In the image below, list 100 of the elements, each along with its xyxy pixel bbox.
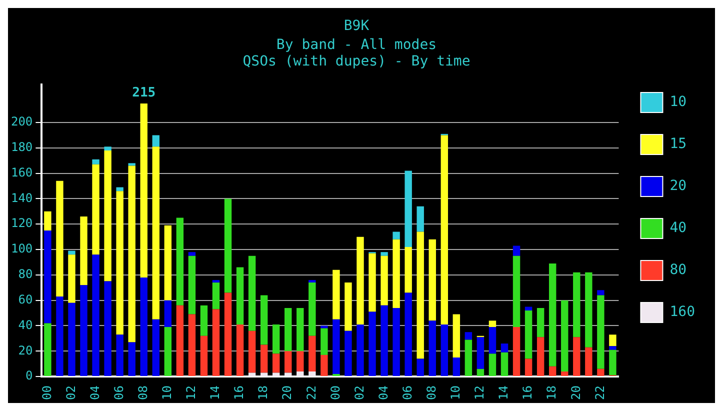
- legend-label: 80: [670, 262, 687, 278]
- bar: [260, 372, 268, 376]
- bar: [128, 166, 136, 342]
- bar: [116, 187, 124, 192]
- bar: [272, 354, 280, 373]
- bar: [416, 232, 424, 359]
- bar: [573, 272, 580, 338]
- bar: [44, 211, 52, 230]
- bar: [524, 306, 532, 310]
- legend-label: 20: [670, 178, 687, 194]
- bar: [152, 146, 160, 320]
- x-tick-label: 04: [88, 386, 102, 400]
- bar: [80, 285, 88, 376]
- bar: [512, 246, 520, 256]
- annotation: 215: [132, 85, 156, 100]
- bar: [536, 337, 544, 376]
- x-tick-label: 00: [40, 386, 54, 400]
- y-tick-label: 60: [18, 292, 33, 306]
- bar: [272, 324, 280, 354]
- bar: [380, 256, 388, 306]
- bar: [320, 354, 328, 376]
- bar: [500, 352, 508, 376]
- bar: [152, 135, 160, 147]
- bar: [188, 314, 196, 376]
- y-tick-label: 80: [18, 267, 33, 282]
- bar: [573, 337, 580, 376]
- bar: [296, 308, 304, 352]
- bar: [260, 295, 268, 345]
- legend-label: 40: [670, 220, 687, 236]
- y-tick-label: 20: [18, 343, 33, 358]
- x-tick-label: 02: [64, 386, 78, 400]
- bar: [140, 103, 148, 278]
- y-tick-label: 140: [10, 190, 33, 205]
- bar: [597, 290, 604, 296]
- bar: [128, 342, 136, 376]
- bar: [392, 239, 400, 308]
- y-tick-label: 120: [10, 216, 33, 230]
- bar: [68, 250, 76, 255]
- bar: [464, 340, 472, 376]
- bar: [368, 312, 376, 376]
- chart-subtitle: By band - All modes QSOs (with dupes) - By time: [242, 36, 470, 70]
- bar: [332, 319, 340, 374]
- bar: [248, 256, 256, 331]
- x-tick-label: 18: [256, 386, 270, 400]
- bar: [404, 246, 412, 293]
- bar: [344, 282, 352, 331]
- y-tick-label: 200: [10, 114, 33, 129]
- bar: [440, 324, 448, 376]
- bar: [92, 164, 100, 255]
- y-tick-label: 100: [10, 242, 33, 256]
- bar: [116, 191, 124, 335]
- y-tick-label: 0: [25, 368, 33, 383]
- bar: [404, 170, 412, 247]
- bar: [308, 371, 316, 376]
- bar: [609, 350, 616, 376]
- bar: [212, 280, 220, 283]
- bar: [320, 326, 328, 328]
- x-tick-label: 10: [448, 386, 463, 400]
- bar: [609, 334, 616, 346]
- bar: [104, 150, 112, 282]
- bar: [56, 180, 64, 297]
- x-tick-label: 16: [232, 386, 246, 400]
- x-tick-label: 08: [136, 386, 150, 400]
- legend-label: 160: [670, 304, 696, 320]
- bar: [56, 296, 64, 376]
- x-tick-label: 06: [112, 386, 126, 400]
- bar: [380, 305, 388, 376]
- x-tick-label: 14: [208, 386, 222, 400]
- bar: [164, 300, 172, 328]
- x-tick-label: 00: [328, 386, 342, 400]
- bar: [44, 230, 52, 324]
- legend-label: 10: [670, 94, 687, 110]
- bar: [272, 372, 280, 376]
- bar: [224, 198, 232, 293]
- bar: [308, 336, 316, 372]
- bar: [248, 372, 256, 376]
- bar: [308, 280, 316, 283]
- bar: [524, 310, 532, 359]
- bar: [212, 309, 220, 376]
- bar: [188, 252, 196, 256]
- x-tick-label: 16: [520, 386, 535, 400]
- x-tick-label: 10: [160, 386, 174, 400]
- bar: [92, 159, 100, 164]
- bar: [104, 146, 112, 150]
- x-tick-label: 18: [544, 386, 559, 400]
- bar: [80, 216, 88, 286]
- bar: [561, 371, 568, 376]
- bar: [416, 206, 424, 232]
- bar: [536, 308, 544, 338]
- x-tick-label: 12: [472, 386, 487, 400]
- bar: [284, 308, 292, 352]
- chart-title: B9K: [344, 18, 370, 34]
- bar: [68, 254, 76, 303]
- bar: [452, 314, 460, 358]
- bar: [212, 282, 220, 310]
- bar: [128, 163, 136, 166]
- bar: [200, 305, 208, 336]
- bar: [585, 347, 592, 376]
- x-tick-label: 22: [592, 386, 607, 400]
- bar: [512, 327, 520, 376]
